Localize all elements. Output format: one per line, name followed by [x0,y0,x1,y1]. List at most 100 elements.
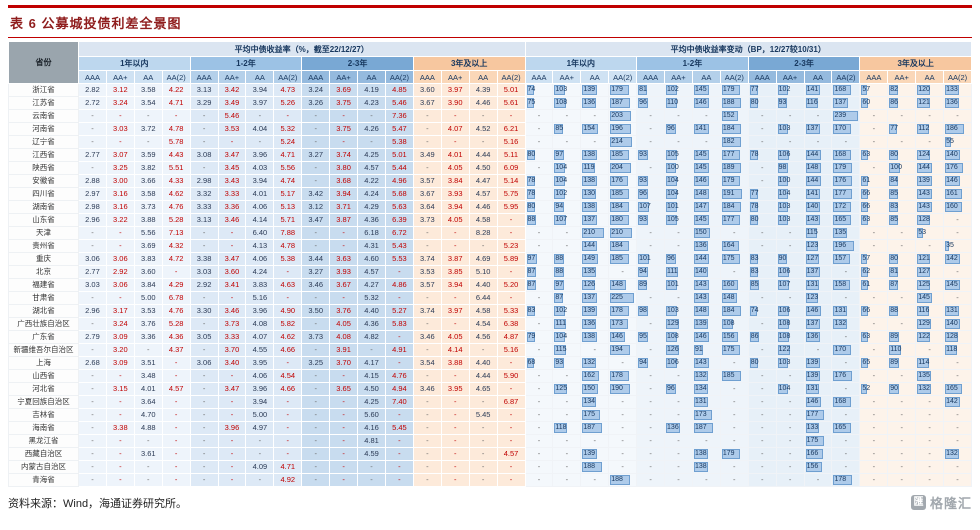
bp-cell: - [580,343,610,357]
yield-cell: 5.16 [496,135,526,149]
bp-cell: 146 [691,174,721,188]
yield-cell: - [189,291,219,305]
yield-cell: - [384,330,414,344]
bp-value: 108 [667,333,679,340]
bp-data-bar [777,358,789,368]
bp-value: 125 [918,281,930,288]
bp-data-bar [610,137,633,147]
bp-data-bar [582,384,598,394]
bp-cell: 140 [943,148,972,162]
bp-cell: - [775,408,805,422]
table-row: 山西省 - -3.48- - -4.06 4.54- -4.15 4.76- -4.44 5.90… [8,369,972,383]
bp-cell: 148 [719,291,749,305]
yield-cell: 6.21 [496,122,526,136]
yield-cell: 3.06 [78,252,107,266]
yield-cell: - [329,135,359,149]
bp-data-bar [833,423,851,433]
bp-cell: 102 [775,83,805,97]
bp-cell: 107 [552,213,582,227]
yield-cell: - [105,434,135,448]
bp-value: 139 [806,359,819,366]
bp-value: 139 [583,307,595,314]
bp-data-bar [805,332,820,342]
bp-cell: - [943,408,972,422]
bp-data-bar [805,215,821,225]
bp-cell: 172 [831,200,861,214]
year-group-header: 2-3年 [747,56,861,71]
bp-value: 127 [806,255,819,262]
yield-cell: - [496,434,526,448]
yield-cell: 5.63 [384,200,414,214]
yield-cell: 3.16 [105,187,135,201]
bp-cell: - [915,109,945,123]
bp-cell: - [580,135,610,149]
bp-data-bar [721,319,734,329]
bp-cell: - [552,473,582,487]
bp-data-bar [889,306,899,316]
yield-cell: - [329,226,359,240]
bp-value: 135 [834,229,847,236]
bp-cell: - [747,369,777,383]
bp-value: 189 [722,164,735,171]
bp-value: 162 [583,372,595,379]
yield-cell: - [496,356,526,370]
bp-data-bar [861,176,868,186]
bp-data-bar [582,150,597,160]
bp-data-bar [582,189,596,199]
bp-value: 100 [890,164,902,171]
bp-value: 91 [694,346,703,353]
bp-cell: - [608,356,638,370]
bp-data-bar [610,332,626,342]
yield-cell: 4.66 [273,382,303,396]
bp-value: 143 [918,203,930,210]
bp-cell: 115 [552,343,582,357]
yield-cell: 3.76 [329,304,359,318]
bp-cell: - [524,395,554,409]
bp-data-bar [945,189,962,199]
yield-cell: - [496,265,526,279]
bp-value: 77 [750,190,759,197]
table-row: 河南省 -3.03 3.72 4.78-3.53 4.04 5.32-3.75 4.26 5.… [8,122,972,136]
yield-cell: - [189,408,219,422]
bp-cell: 103 [775,356,805,370]
yield-cell: 4.40 [468,356,498,370]
bp-cell: - [831,265,861,279]
bp-cell: - [719,434,749,448]
bp-cell: - [691,109,721,123]
yield-cell: 4.14 [440,343,470,357]
bp-data-bar [666,85,677,95]
bp-value: 86 [890,99,899,106]
bp-value: 184 [722,203,735,210]
yield-cell: - [161,109,191,123]
bp-data-bar [526,85,535,95]
bp-cell: 93 [636,148,666,162]
bp-value: 177 [806,411,819,418]
yield-cell: 4.07 [245,330,275,344]
province-cell: 广东省 [8,330,79,344]
bp-data-bar [777,384,789,394]
yield-cell: - [301,369,331,383]
bp-value: 136 [806,333,819,340]
bp-data-bar [610,124,631,134]
bp-data-bar [582,293,597,303]
bp-cell: 185 [608,252,638,266]
bp-cell: 143 [691,278,721,292]
bp-data-bar [666,254,676,264]
bp-data-bar [554,423,567,433]
bp-data-bar [889,254,898,264]
bp-data-bar [917,332,930,342]
bp-data-bar [610,163,632,173]
bp-data-bar [638,98,649,108]
bp-data-bar [554,202,565,212]
bp-data-bar [582,423,602,433]
province-cell: 山东省 [8,213,79,227]
bp-cell: 97 [552,278,582,292]
yield-cell: 5.20 [496,278,526,292]
yield-cell: - [301,317,331,331]
bp-cell: 148 [691,304,721,318]
bp-value: 104 [555,164,568,171]
yield-group-header: 平均中债收益率（%，截至22/12/27） [78,41,526,57]
bp-data-bar [833,189,852,199]
bp-data-bar [945,98,960,108]
bp-cell: 85 [887,213,917,227]
